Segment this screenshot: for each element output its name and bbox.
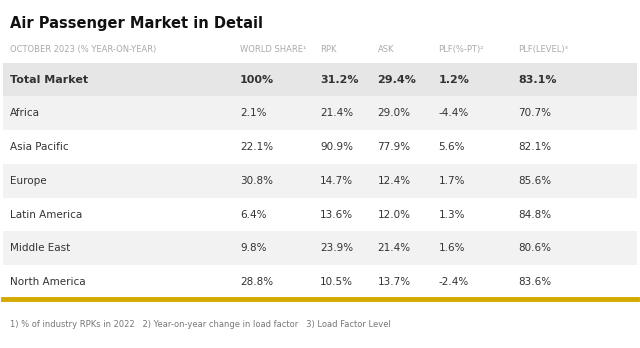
Text: 1) % of industry RPKs in 2022   2) Year-on-year change in load factor   3) Load : 1) % of industry RPKs in 2022 2) Year-on… xyxy=(10,320,390,329)
Text: 30.8%: 30.8% xyxy=(240,176,273,186)
Text: 12.4%: 12.4% xyxy=(378,176,411,186)
Text: North America: North America xyxy=(10,277,85,287)
Text: Middle East: Middle East xyxy=(10,243,70,253)
Text: 10.5%: 10.5% xyxy=(320,277,353,287)
Text: 13.7%: 13.7% xyxy=(378,277,411,287)
Text: PLF(LEVEL)³: PLF(LEVEL)³ xyxy=(518,45,568,54)
Text: 31.2%: 31.2% xyxy=(320,74,358,85)
Text: PLF(%-PT)²: PLF(%-PT)² xyxy=(438,45,484,54)
Text: 22.1%: 22.1% xyxy=(240,142,273,152)
Text: 6.4%: 6.4% xyxy=(240,209,266,220)
Text: RPK: RPK xyxy=(320,45,337,54)
Text: Africa: Africa xyxy=(10,108,40,118)
Text: 2.1%: 2.1% xyxy=(240,108,266,118)
Text: 82.1%: 82.1% xyxy=(518,142,552,152)
Text: 83.1%: 83.1% xyxy=(518,74,557,85)
Text: Europe: Europe xyxy=(10,176,46,186)
Text: 13.6%: 13.6% xyxy=(320,209,353,220)
Text: WORLD SHARE¹: WORLD SHARE¹ xyxy=(240,45,307,54)
Text: ASK: ASK xyxy=(378,45,394,54)
Text: 70.7%: 70.7% xyxy=(518,108,552,118)
Text: 29.4%: 29.4% xyxy=(378,74,417,85)
Text: -4.4%: -4.4% xyxy=(438,108,468,118)
Text: 1.2%: 1.2% xyxy=(438,74,469,85)
Text: 90.9%: 90.9% xyxy=(320,142,353,152)
Text: 85.6%: 85.6% xyxy=(518,176,552,186)
Text: 29.0%: 29.0% xyxy=(378,108,411,118)
Text: 21.4%: 21.4% xyxy=(378,243,411,253)
Text: 14.7%: 14.7% xyxy=(320,176,353,186)
Text: 5.6%: 5.6% xyxy=(438,142,465,152)
Text: -2.4%: -2.4% xyxy=(438,277,468,287)
Text: 83.6%: 83.6% xyxy=(518,277,552,287)
Text: 80.6%: 80.6% xyxy=(518,243,552,253)
Text: 1.6%: 1.6% xyxy=(438,243,465,253)
Text: Asia Pacific: Asia Pacific xyxy=(10,142,68,152)
Text: Air Passenger Market in Detail: Air Passenger Market in Detail xyxy=(10,16,262,31)
Text: Total Market: Total Market xyxy=(10,74,88,85)
Text: 1.7%: 1.7% xyxy=(438,176,465,186)
Text: 12.0%: 12.0% xyxy=(378,209,411,220)
Text: 23.9%: 23.9% xyxy=(320,243,353,253)
Text: 28.8%: 28.8% xyxy=(240,277,273,287)
Text: Latin America: Latin America xyxy=(10,209,82,220)
Text: 1.3%: 1.3% xyxy=(438,209,465,220)
Text: OCTOBER 2023 (% YEAR-ON-YEAR): OCTOBER 2023 (% YEAR-ON-YEAR) xyxy=(10,45,156,54)
Text: 100%: 100% xyxy=(240,74,274,85)
Text: 77.9%: 77.9% xyxy=(378,142,411,152)
Text: 21.4%: 21.4% xyxy=(320,108,353,118)
Text: 9.8%: 9.8% xyxy=(240,243,266,253)
Text: 84.8%: 84.8% xyxy=(518,209,552,220)
